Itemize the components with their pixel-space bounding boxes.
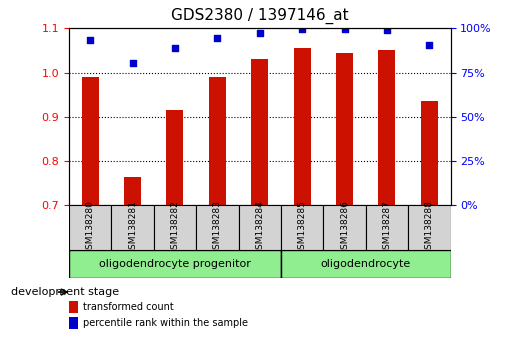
Bar bbox=[251, 59, 268, 205]
FancyBboxPatch shape bbox=[238, 205, 281, 250]
FancyBboxPatch shape bbox=[154, 205, 196, 250]
Point bbox=[298, 26, 306, 32]
Point bbox=[340, 27, 349, 32]
Point bbox=[425, 42, 434, 47]
Bar bbox=[294, 48, 311, 205]
Text: GSM138288: GSM138288 bbox=[425, 200, 434, 255]
FancyBboxPatch shape bbox=[69, 250, 281, 278]
FancyBboxPatch shape bbox=[196, 205, 238, 250]
Text: GSM138282: GSM138282 bbox=[171, 200, 179, 255]
Text: GSM138280: GSM138280 bbox=[86, 200, 94, 255]
Point bbox=[383, 27, 391, 33]
Text: GSM138283: GSM138283 bbox=[213, 200, 222, 255]
Bar bbox=[378, 51, 395, 205]
Text: transformed count: transformed count bbox=[83, 302, 173, 312]
Point bbox=[86, 37, 94, 43]
Bar bbox=[421, 101, 438, 205]
Bar bbox=[336, 53, 353, 205]
Text: development stage: development stage bbox=[11, 287, 119, 297]
Text: GSM138286: GSM138286 bbox=[340, 200, 349, 255]
Bar bbox=[82, 77, 99, 205]
Bar bbox=[124, 177, 141, 205]
FancyBboxPatch shape bbox=[366, 205, 408, 250]
FancyBboxPatch shape bbox=[281, 250, 450, 278]
FancyBboxPatch shape bbox=[408, 205, 450, 250]
Text: GSM138284: GSM138284 bbox=[255, 200, 264, 255]
Text: oligodendrocyte progenitor: oligodendrocyte progenitor bbox=[99, 259, 251, 269]
Title: GDS2380 / 1397146_at: GDS2380 / 1397146_at bbox=[171, 8, 349, 24]
FancyBboxPatch shape bbox=[281, 205, 323, 250]
Text: GSM138287: GSM138287 bbox=[383, 200, 391, 255]
Bar bbox=[166, 110, 183, 205]
Text: percentile rank within the sample: percentile rank within the sample bbox=[83, 318, 248, 328]
Text: GSM138285: GSM138285 bbox=[298, 200, 306, 255]
Bar bbox=[209, 77, 226, 205]
Text: oligodendrocyte: oligodendrocyte bbox=[321, 259, 411, 269]
Point bbox=[255, 30, 264, 36]
Point bbox=[128, 61, 137, 66]
FancyBboxPatch shape bbox=[69, 205, 111, 250]
Point bbox=[213, 35, 222, 41]
Text: GSM138281: GSM138281 bbox=[128, 200, 137, 255]
FancyBboxPatch shape bbox=[323, 205, 366, 250]
Point bbox=[171, 45, 179, 51]
FancyBboxPatch shape bbox=[111, 205, 154, 250]
